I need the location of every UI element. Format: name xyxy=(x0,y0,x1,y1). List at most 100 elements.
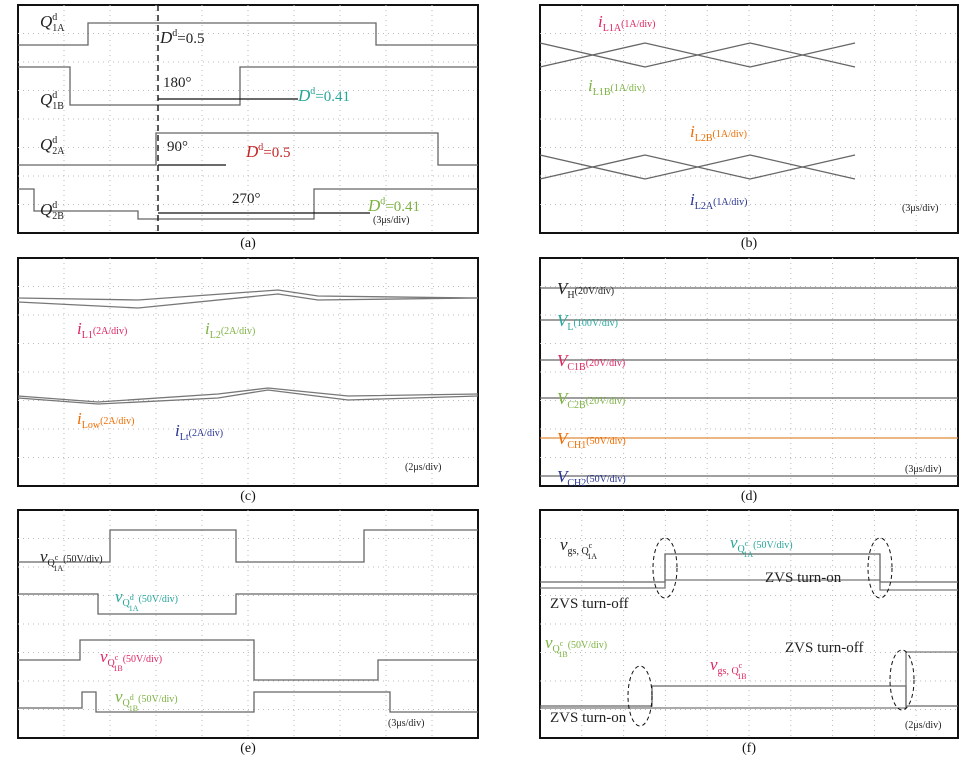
label-part: (1A/div) xyxy=(621,19,655,30)
signal-label: (2μs/div) xyxy=(405,462,441,473)
signal-label: (2μs/div) xyxy=(905,720,941,731)
label-part: c xyxy=(115,653,119,662)
label-part: d xyxy=(130,693,134,702)
label-part: 2A xyxy=(52,146,65,157)
label-part: L2 xyxy=(210,330,221,341)
label-part: (50V/div) xyxy=(753,540,792,551)
signal-label: (3μs/div) xyxy=(902,203,938,214)
signal-label: 180° xyxy=(163,75,192,91)
panel-caption: (a) xyxy=(240,236,256,251)
label-part: gs, Q xyxy=(568,546,590,557)
label-part: 1A xyxy=(53,564,63,573)
label-part: D xyxy=(297,86,311,105)
label-part: =0.41 xyxy=(315,89,350,105)
label-part: Q xyxy=(40,12,52,31)
label-part: ZVS turn-off xyxy=(550,596,628,612)
label-part: L1A xyxy=(603,23,622,34)
label-part: (50V/div) xyxy=(139,594,178,605)
label-part: 2B xyxy=(52,211,64,222)
label-part: 1B xyxy=(558,650,567,659)
label-part: 1A xyxy=(52,23,65,34)
label-part: (50V/div) xyxy=(123,654,162,665)
label-part: Q xyxy=(40,90,52,109)
label-part: Q xyxy=(40,135,52,154)
label-part: D xyxy=(245,142,259,161)
label-part: (3μs/div) xyxy=(388,718,424,729)
label-part: (20V/div) xyxy=(586,396,625,407)
label-part: (50V/div) xyxy=(586,436,625,447)
signal-label: ZVS turn-off xyxy=(550,596,628,612)
label-part: (3μs/div) xyxy=(902,203,938,214)
signal-label: (3μs/div) xyxy=(373,215,409,226)
label-part: 1A xyxy=(129,604,139,613)
scope-panel: iL1A(1A/div)iL1B(1A/div)iL2B(1A/div)iL2A… xyxy=(540,5,958,233)
scope-panel: iL1(2A/div)iL2(2A/div)iLow(2A/div)iLt(2A… xyxy=(18,258,478,486)
label-part: c xyxy=(55,553,59,562)
label-part: D xyxy=(367,196,381,215)
signal-label: Dd=0.41 xyxy=(297,86,350,105)
label-part: (1A/div) xyxy=(713,197,747,208)
scope-panel: VH(20V/div)VL(100V/div)VC1B(20V/div)VC2B… xyxy=(540,258,958,489)
panel-caption: (c) xyxy=(240,489,256,504)
signal-label: Dd=0.5 xyxy=(245,142,291,161)
label-part: (2μs/div) xyxy=(905,720,941,731)
panel-caption: (e) xyxy=(240,741,256,756)
label-part: =0.41 xyxy=(385,199,420,215)
label-part: 180° xyxy=(163,75,192,91)
label-part: c xyxy=(745,539,749,548)
label-part: d xyxy=(130,593,134,602)
label-part: (2μs/div) xyxy=(405,462,441,473)
label-part: d xyxy=(52,90,57,101)
figure: Qd1ADd=0.5Qd1B180°Dd=0.41Qd2A90°Dd=0.5Qd… xyxy=(0,0,963,772)
label-part: C2B xyxy=(567,400,586,411)
label-part: (3μs/div) xyxy=(373,215,409,226)
signal-label: Dd=0.5 xyxy=(159,28,205,47)
label-part: 1B xyxy=(113,664,122,673)
signal-label: (3μs/div) xyxy=(388,718,424,729)
label-part: c xyxy=(589,541,593,550)
label-part: c xyxy=(560,639,564,648)
panel-caption: (d) xyxy=(741,489,758,504)
panel-caption: (f) xyxy=(742,741,756,756)
label-part: (3μs/div) xyxy=(905,464,941,475)
label-part: (50V/div) xyxy=(568,640,607,651)
label-part: 90° xyxy=(167,139,188,155)
label-part: =0.5 xyxy=(177,31,204,47)
signal-label: ZVS turn-off xyxy=(785,640,863,656)
signal-label: Dd=0.41 xyxy=(367,196,420,215)
label-part: (50V/div) xyxy=(63,554,102,565)
scope-panel: vgs, Qc1AvQc1A(50V/div)ZVS turn-onZVS tu… xyxy=(540,510,958,738)
label-part: (50V/div) xyxy=(138,694,177,705)
label-part: (2A/div) xyxy=(221,326,255,337)
label-part: (2A/div) xyxy=(189,428,223,439)
label-part: (1A/div) xyxy=(611,83,645,94)
label-part: (2A/div) xyxy=(93,326,127,337)
label-part: ZVS turn-on xyxy=(550,710,627,726)
label-part: C1B xyxy=(567,362,586,373)
label-part: ZVS turn-on xyxy=(765,570,842,586)
label-part: 1B xyxy=(52,101,64,112)
label-part: =0.5 xyxy=(263,145,290,161)
label-part: (2A/div) xyxy=(100,416,134,427)
label-part: L2A xyxy=(695,201,714,212)
label-part: ZVS turn-off xyxy=(785,640,863,656)
label-part: Low xyxy=(82,420,101,431)
label-part: L2B xyxy=(695,133,713,144)
signal-label: ZVS turn-on xyxy=(550,710,627,726)
label-part: L1B xyxy=(593,87,611,98)
label-part: 270° xyxy=(232,191,261,207)
label-part: L1 xyxy=(82,330,93,341)
label-part: H xyxy=(567,290,574,301)
label-part: gs, Q xyxy=(718,666,740,677)
label-part: D xyxy=(159,28,173,47)
label-part: Lt xyxy=(180,432,189,443)
signal-label: ZVS turn-on xyxy=(765,570,842,586)
label-part: 1B xyxy=(737,672,746,681)
label-part: (50V/div) xyxy=(586,474,625,485)
label-part: c xyxy=(739,661,743,670)
label-part: (20V/div) xyxy=(575,286,614,297)
signal-label: 270° xyxy=(232,191,261,207)
signal-label: 90° xyxy=(167,139,188,155)
